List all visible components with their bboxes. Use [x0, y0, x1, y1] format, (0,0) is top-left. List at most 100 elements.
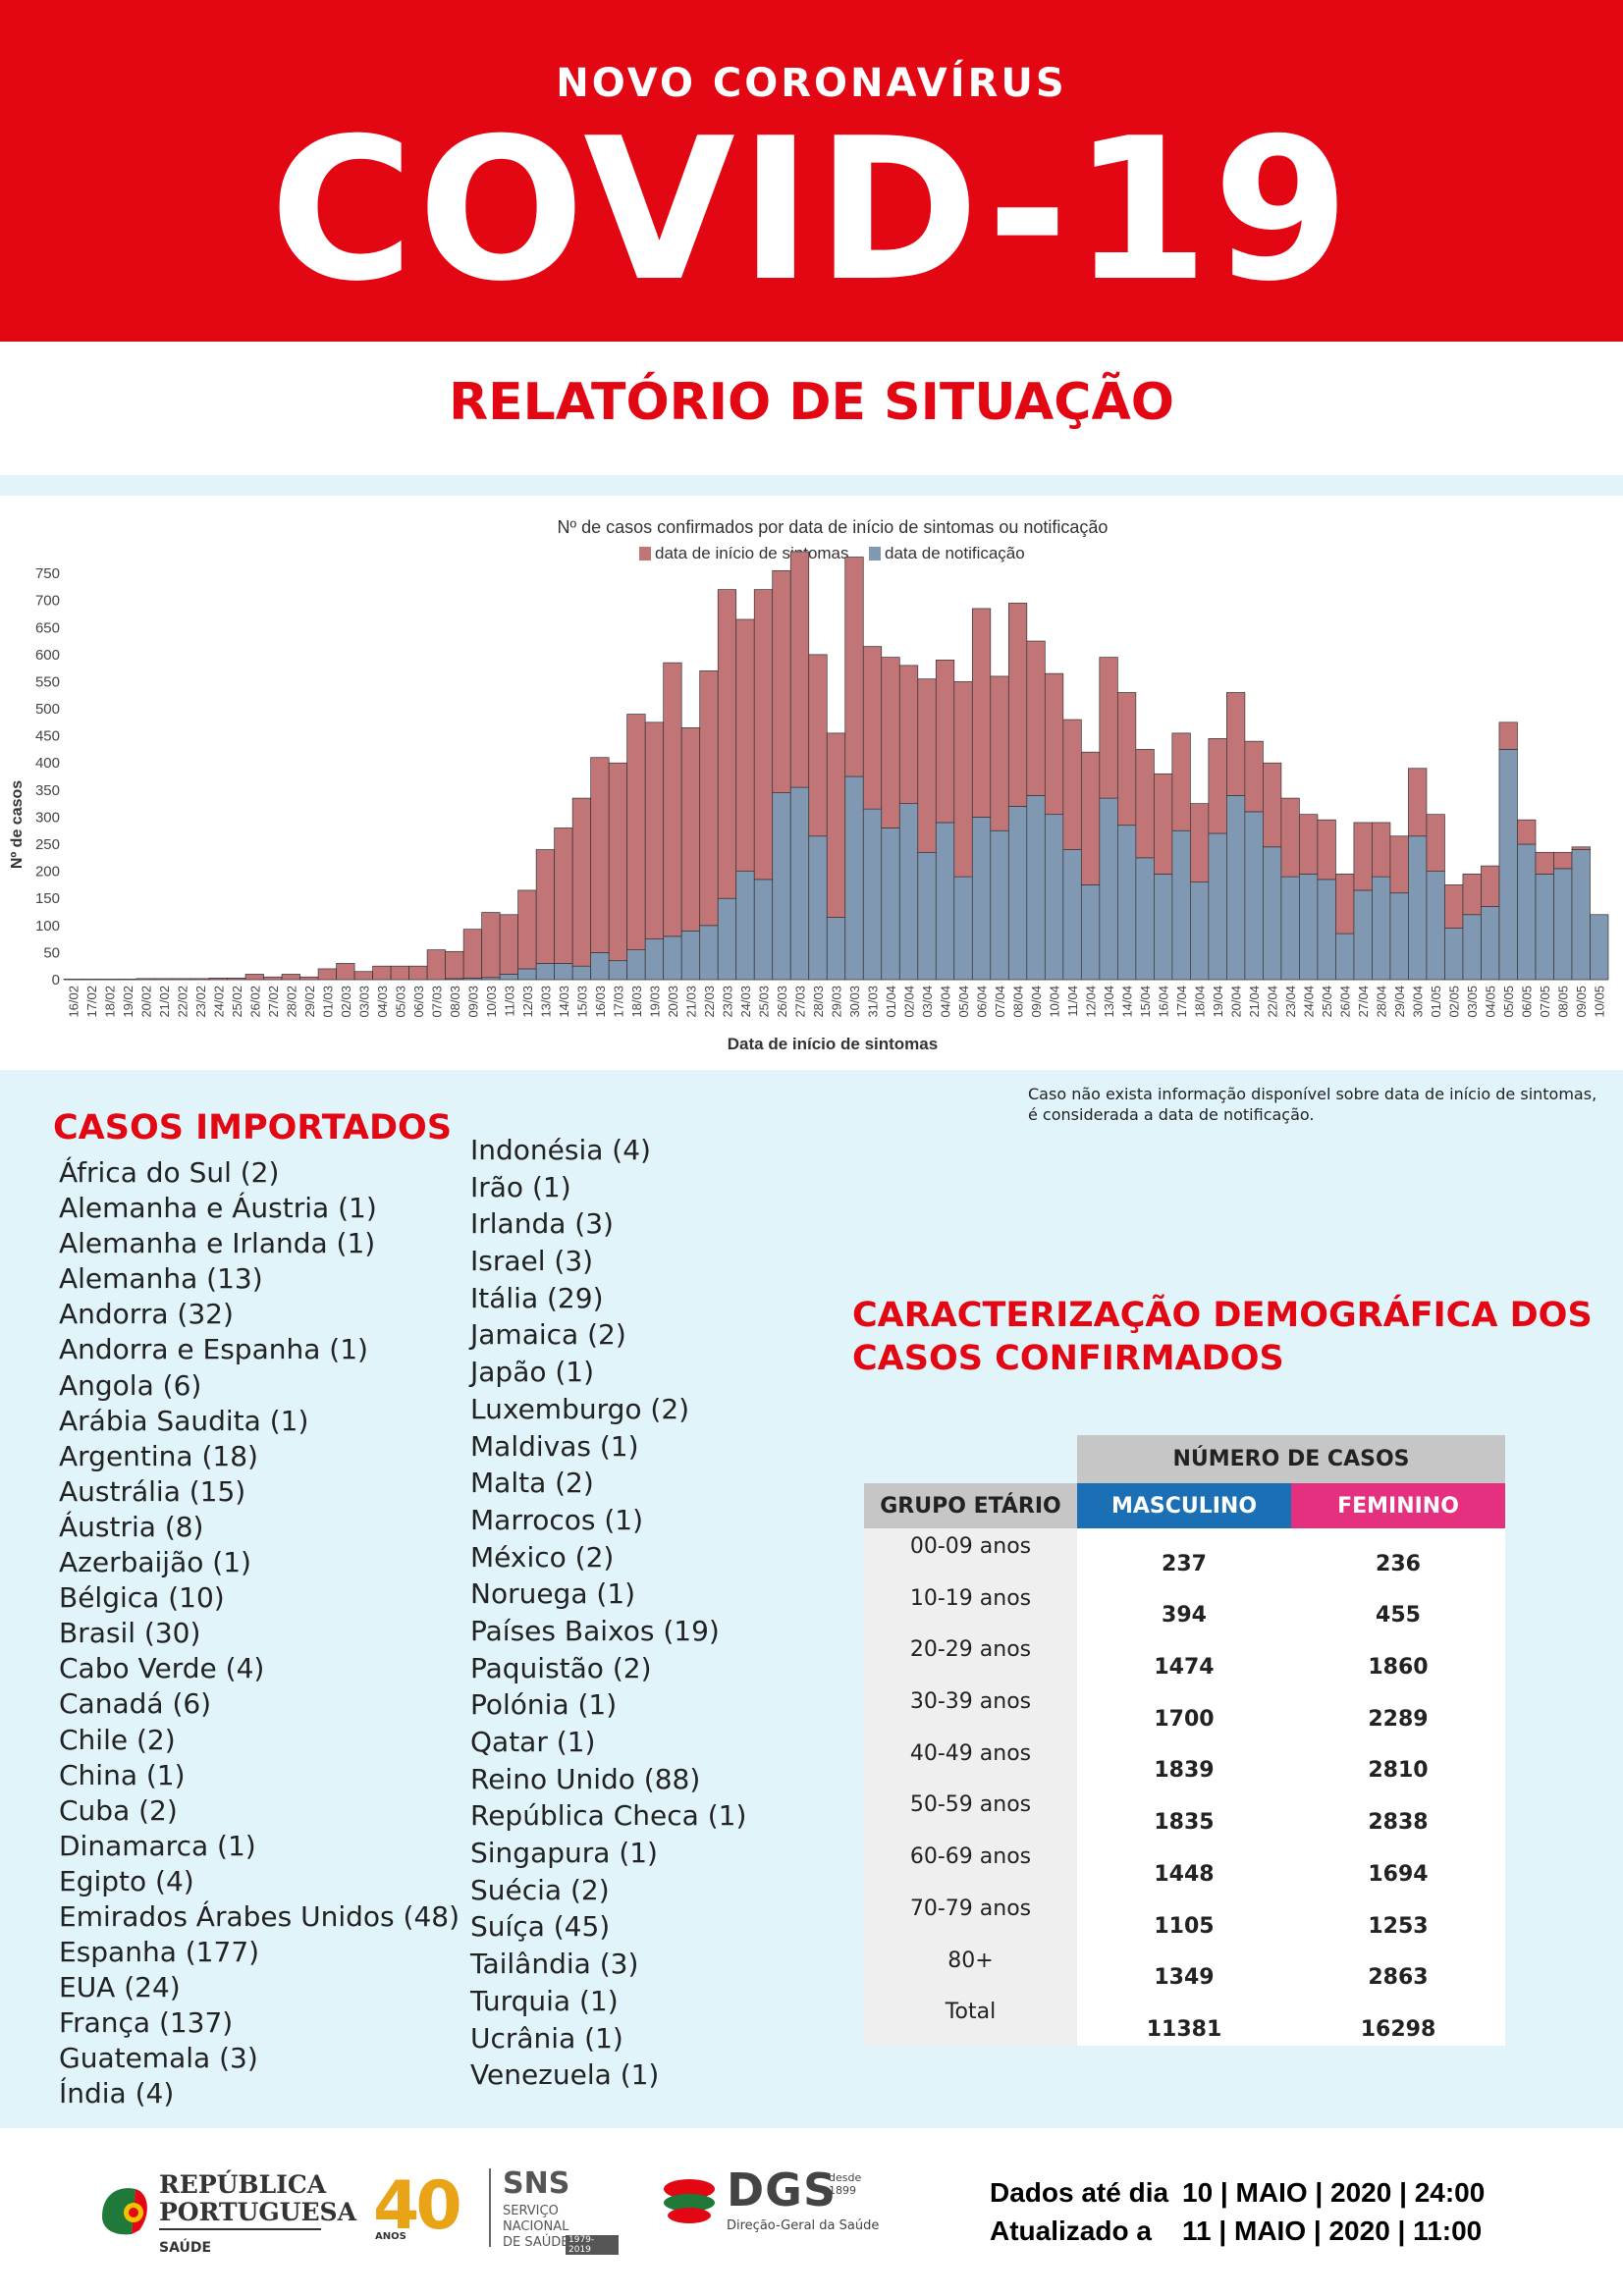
imported-country-item: Andorra e Espanha (1): [59, 1333, 368, 1366]
bar-notificacao: [499, 974, 518, 981]
y-tick-label: 750: [35, 565, 60, 582]
bar-inicio-sintomas: [1044, 672, 1064, 816]
dgs-subtitle: Direção-Geral da Saúde: [727, 2218, 880, 2233]
bar-inicio-sintomas: [1462, 874, 1482, 916]
bar-inicio-sintomas: [336, 963, 355, 981]
age-group-cell: 20-29 anos: [864, 1631, 1077, 1684]
bar-notificacao: [1208, 832, 1227, 981]
imported-country-item: China (1): [59, 1758, 186, 1791]
bar-notificacao: [590, 952, 610, 981]
bar-inicio-sintomas: [535, 849, 556, 964]
x-tick-label: 03/03: [356, 986, 371, 1018]
x-tick-label: 19/02: [121, 986, 135, 1018]
bar-inicio-sintomas: [1135, 749, 1155, 859]
feminino-cell: 2289: [1291, 1683, 1505, 1735]
bar-notificacao: [1408, 835, 1428, 981]
atualizado-a: Atualizado a 11 | MAIO | 2020 | 11:00: [990, 2216, 1482, 2247]
feminino-cell: 2863: [1291, 1942, 1505, 1995]
bar-inicio-sintomas: [571, 797, 592, 967]
feminino-cell: 1694: [1291, 1839, 1505, 1891]
bar-inicio-sintomas: [1517, 819, 1537, 845]
header-subtitle: NOVO CORONAVÍRUS: [556, 61, 1067, 106]
masculino-cell: 1448: [1077, 1839, 1291, 1891]
age-group-cell: 60-69 anos: [864, 1839, 1077, 1891]
bar-inicio-sintomas: [353, 971, 373, 981]
bar-inicio-sintomas: [1080, 751, 1101, 885]
bar-inicio-sintomas: [263, 976, 283, 981]
bar-notificacao: [881, 828, 900, 981]
bar-inicio-sintomas: [935, 660, 955, 824]
imported-country-item: Israel (3): [470, 1245, 594, 1278]
x-tick-label: 09/04: [1029, 986, 1044, 1018]
x-tick-label: 11/04: [1065, 986, 1080, 1017]
demographics-title: CARACTERIZAÇÃO DEMOGRÁFICA DOS CASOS CON…: [852, 1294, 1593, 1380]
bar-notificacao: [1481, 906, 1500, 981]
x-tick-label: 07/05: [1538, 986, 1552, 1018]
epicurve-chart: Nº de casos confirmados por data de iníc…: [0, 496, 1623, 1070]
x-tick-label: 24/02: [211, 986, 226, 1018]
bar-notificacao: [1171, 829, 1191, 981]
y-tick-label: 0: [52, 972, 60, 988]
x-tick-label: 18/03: [629, 986, 644, 1018]
x-tick-label: 28/04: [1375, 986, 1389, 1018]
bar-inicio-sintomas: [717, 589, 737, 899]
x-tick-label: 14/04: [1120, 986, 1135, 1018]
imported-country-item: Brasil (30): [59, 1617, 201, 1650]
imported-country-item: Maldivas (1): [470, 1429, 639, 1463]
bar-inicio-sintomas: [99, 979, 119, 981]
bar-notificacao: [1190, 881, 1210, 981]
bar-inicio-sintomas: [990, 675, 1009, 831]
atualizado-label: Atualizado a: [990, 2216, 1152, 2246]
x-tick-label: 01/05: [1429, 986, 1443, 1018]
bar-notificacao: [971, 817, 992, 981]
bar-inicio-sintomas: [1263, 762, 1282, 848]
masculino-header: MASCULINO: [1077, 1483, 1291, 1528]
dados-label: Dados até dia: [990, 2177, 1169, 2208]
x-tick-label: 25/02: [230, 986, 244, 1018]
sns-saude-text: DE SAÚDE: [503, 2235, 569, 2250]
x-tick-label: 27/02: [266, 986, 281, 1018]
imported-country-item: Singapura (1): [470, 1837, 658, 1870]
bar-notificacao: [1263, 846, 1282, 981]
bar-notificacao: [1026, 795, 1046, 981]
bar-inicio-sintomas: [808, 654, 828, 837]
bar-notificacao: [1571, 849, 1591, 981]
bar-inicio-sintomas: [244, 974, 264, 981]
bar-notificacao: [1154, 874, 1173, 981]
imported-country-item: Cuba (2): [59, 1793, 178, 1827]
demographics-title-line2: CASOS CONFIRMADOS: [852, 1339, 1284, 1378]
chart-bars: [63, 551, 1609, 981]
bar-inicio-sintomas: [281, 974, 300, 981]
y-tick-label: 150: [35, 890, 60, 907]
demographics-row: Total 11381 16298: [864, 1994, 1505, 2046]
bar-notificacao: [663, 935, 682, 981]
header-title: COVID-19: [269, 96, 1354, 325]
imported-country-item: África do Sul (2): [59, 1156, 280, 1189]
x-tick-label: 16/03: [593, 986, 608, 1018]
x-tick-label: 03/05: [1465, 986, 1480, 1018]
x-tick-label: 25/03: [756, 986, 771, 1018]
bar-inicio-sintomas: [1062, 719, 1082, 850]
x-tick-label: 08/03: [448, 986, 462, 1018]
feminino-header: FEMININO: [1291, 1483, 1505, 1528]
imported-country-item: Canadá (6): [59, 1687, 212, 1721]
bar-notificacao: [626, 949, 646, 981]
imported-country-item: Argentina (18): [59, 1439, 258, 1472]
bar-inicio-sintomas: [81, 979, 101, 981]
bar-inicio-sintomas: [372, 965, 392, 981]
bar-inicio-sintomas: [1553, 851, 1573, 870]
demographics-row: 40-49 anos 1839 2810: [864, 1735, 1505, 1788]
imported-country-item: Espanha (177): [59, 1936, 260, 1969]
age-group-cell: 40-49 anos: [864, 1735, 1077, 1788]
bar-notificacao: [644, 938, 665, 981]
x-tick-label: 03/04: [920, 986, 935, 1018]
imported-country-item: Paquistão (2): [470, 1651, 652, 1684]
x-tick-label: 02/04: [902, 986, 917, 1018]
x-tick-label: 28/03: [811, 986, 826, 1018]
x-tick-label: 26/03: [775, 986, 789, 1018]
legend-swatch-onset: [639, 547, 651, 561]
bar-notificacao: [1353, 889, 1373, 981]
bar-inicio-sintomas: [699, 670, 719, 927]
y-tick-label: 50: [43, 944, 60, 961]
imported-country-item: Venezuela (1): [470, 2058, 660, 2092]
